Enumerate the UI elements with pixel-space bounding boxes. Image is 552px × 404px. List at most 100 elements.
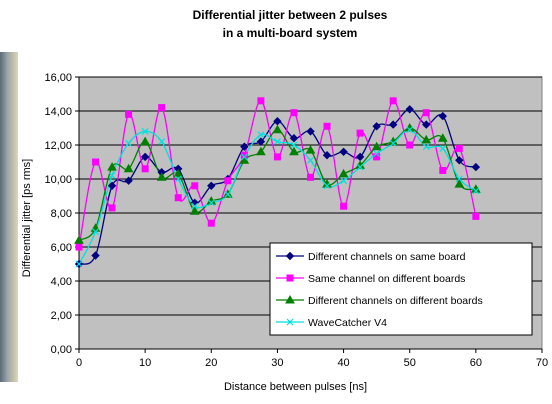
data-point [107, 181, 117, 191]
chart-title: Differential jitter between 2 pulses [192, 8, 388, 22]
data-point [123, 163, 134, 173]
data-point [207, 181, 216, 191]
legend-item: WaveCatcher V4 [276, 317, 387, 329]
y-tick-label: 12,00 [44, 140, 72, 152]
data-point [422, 143, 430, 151]
data-point [356, 163, 364, 171]
data-point [389, 97, 397, 105]
data-point [240, 142, 249, 151]
data-point [107, 162, 117, 171]
data-point [108, 204, 116, 212]
cropped-photo-edge [0, 52, 18, 382]
data-point [91, 251, 100, 260]
data-point [224, 190, 232, 198]
legend-item: Different channels on same board [276, 251, 466, 263]
data-point [306, 127, 315, 136]
data-point [438, 111, 447, 121]
data-point [140, 136, 151, 146]
legend: Different channels on same board Same cha… [269, 242, 533, 336]
data-point [125, 139, 133, 147]
data-point [257, 97, 265, 105]
data-point [455, 175, 463, 183]
y-tick-labels: 0,00 2,00 4,00 6,00 8,00 10,00 12,00 14,00 16,00 [44, 72, 72, 356]
data-point [191, 202, 199, 210]
x-tick-label: 10 [139, 357, 151, 369]
data-point [322, 150, 332, 160]
y-tick-label: 8,00 [51, 208, 72, 220]
data-point [92, 228, 99, 236]
data-point [388, 120, 398, 129]
x-tick-label: 60 [470, 357, 482, 369]
x-tick-label: 20 [205, 357, 217, 369]
data-point [289, 146, 299, 156]
data-point [75, 243, 83, 251]
data-point [256, 137, 266, 146]
data-point [373, 150, 381, 157]
legend-marker [285, 294, 295, 304]
data-point [455, 156, 464, 165]
y-tick-label: 4,00 [51, 276, 72, 288]
x-tick-labels: 0 10 20 30 40 50 60 70 [76, 357, 548, 369]
y-tick-label: 10,00 [44, 174, 72, 186]
data-point [406, 141, 414, 149]
data-point [256, 146, 266, 156]
x-tick-label: 0 [76, 357, 82, 369]
data-point [472, 187, 480, 195]
data-point [454, 179, 465, 188]
data-point [125, 110, 133, 118]
y-tick-label: 14,00 [44, 106, 72, 118]
x-tick-label: 40 [337, 357, 349, 369]
data-point [439, 144, 447, 152]
data-point [174, 175, 182, 183]
data-point [92, 158, 100, 166]
data-point [224, 177, 232, 185]
y-tick-label: 0,00 [51, 344, 72, 356]
legend-label: Different channels on same board [308, 251, 466, 263]
data-point [339, 147, 348, 157]
x-tick-label: 30 [271, 357, 283, 369]
data-point [207, 199, 215, 207]
data-point [240, 153, 248, 161]
data-point [471, 162, 481, 172]
y-tick-label: 6,00 [51, 242, 72, 254]
data-point [371, 141, 382, 151]
data-point [340, 202, 348, 210]
data-point [273, 153, 281, 161]
data-point [290, 109, 298, 117]
legend-label: Same channel on different boards [308, 273, 465, 285]
data-point [289, 133, 299, 143]
data-point [437, 133, 448, 142]
data-point [108, 172, 116, 180]
data-point [307, 156, 314, 164]
data-point [140, 152, 150, 162]
data-point [124, 176, 133, 185]
axes [75, 76, 543, 353]
data-point [156, 172, 167, 181]
legend-item: Same channel on different boards [276, 273, 465, 285]
data-point [191, 182, 199, 190]
data-point [323, 182, 331, 190]
data-point [338, 168, 349, 178]
data-point [406, 126, 414, 134]
x-axis-title: Distance between pulses [ns] [224, 381, 367, 393]
data-point [75, 260, 83, 268]
legend-label: Different channels on different boards [308, 295, 483, 307]
data-point [141, 127, 149, 135]
data-point [290, 141, 298, 149]
data-point [455, 144, 463, 152]
series-markers-4 [75, 126, 480, 268]
y-tick-label: 2,00 [51, 310, 72, 322]
legend-item: Different channels on different boards [276, 294, 483, 307]
data-point [272, 124, 283, 134]
legend-box [269, 242, 533, 336]
data-point [239, 155, 250, 164]
data-point [141, 165, 149, 173]
series-markers-3 [74, 122, 481, 244]
chart-subtitle: in a multi-board system [222, 26, 358, 40]
data-point [389, 139, 397, 147]
data-point [174, 194, 182, 202]
legend-marker [286, 274, 294, 282]
data-point [356, 129, 364, 137]
y-tick-label: 16,00 [44, 72, 72, 84]
